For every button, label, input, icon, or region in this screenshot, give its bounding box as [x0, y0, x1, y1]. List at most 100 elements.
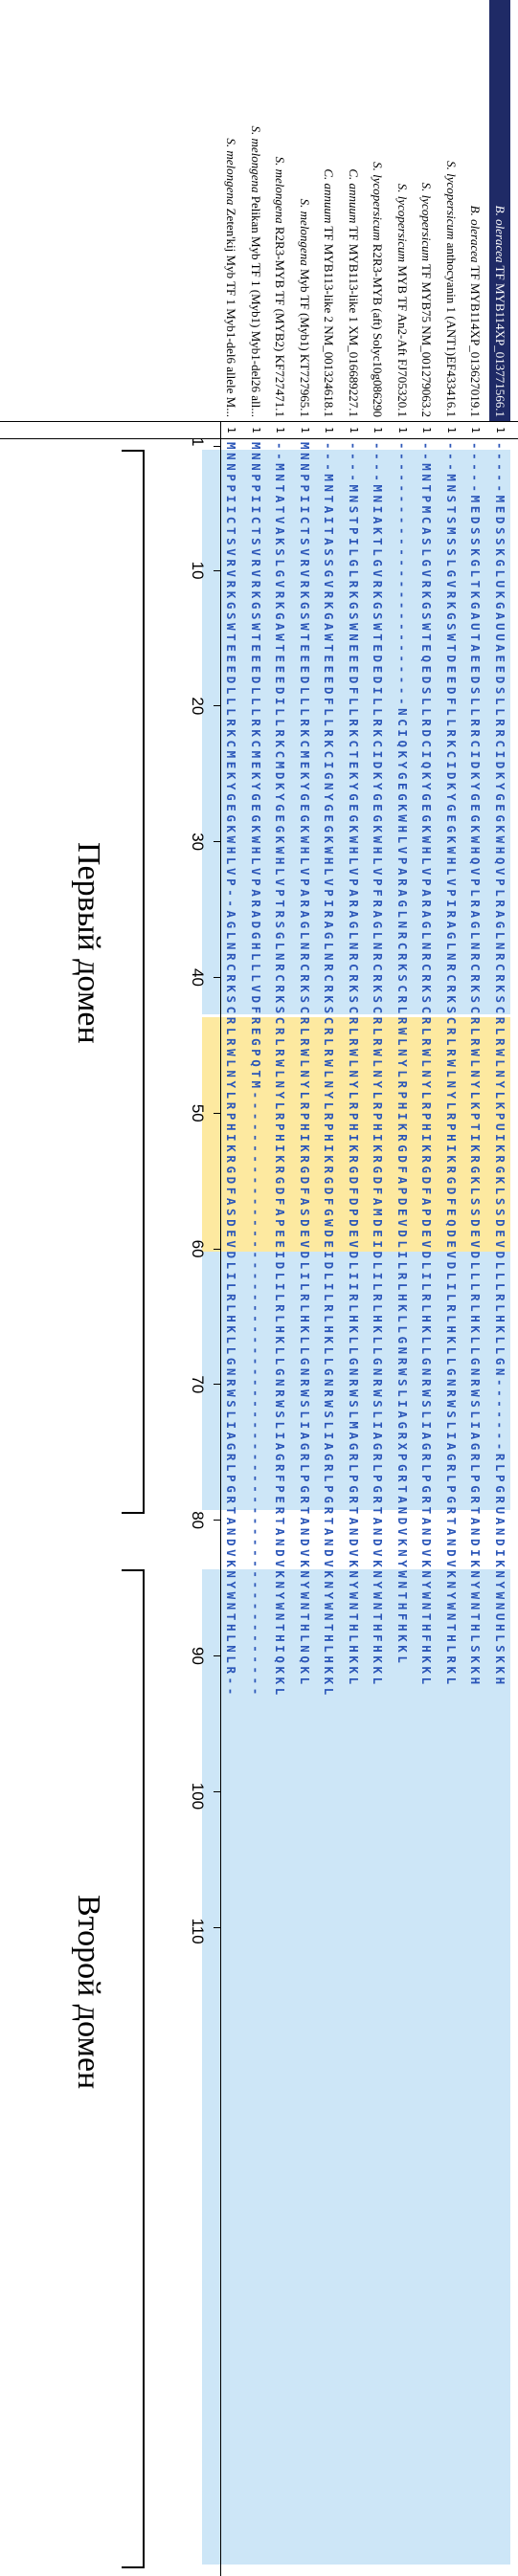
- first-domain-bracket: [122, 450, 145, 1514]
- sequence-row: S. melongena Myb TF (Myb1) KT727965.1 1 MN…: [294, 0, 315, 2576]
- ruler-tick: [214, 1520, 221, 1521]
- ruler-tick-label: 50: [189, 1103, 207, 1122]
- second-domain-label: Второй домен: [71, 1895, 106, 2090]
- sequence-name: S. lycopersicum MYB TF An2-Aft FJ705320.…: [392, 0, 413, 421]
- sequence-description: TF MYB113-like 2 NM_001324618.1: [322, 223, 337, 417]
- species-genus: B. oleracea: [493, 205, 507, 263]
- sequence-description: Pelikan Myb TF 1 (Myb1) Myb1-del26 all..…: [249, 192, 263, 417]
- sequence-row: S. lycopersicum MYB TF An2-Aft FJ705320.…: [392, 0, 413, 2576]
- ruler-tick: [214, 1112, 221, 1114]
- ruler-tick: [214, 841, 221, 843]
- sequence-description: R2R3-MYB TF (MYB2) KF727471.1: [273, 223, 288, 417]
- sequence-description: Zeten'kij Myb TF 1 Myb1-del6 allele M...: [224, 205, 239, 417]
- sequence-name: C. annuum TF MYB113-like 1 XM_016689227.…: [343, 0, 364, 421]
- species-genus: S. melongena: [298, 198, 312, 266]
- sequence-row: B. oleracea TF MYB114XP_013627019.1 1 ----…: [465, 0, 486, 2576]
- sequence-description: R2R3-MYB (aft) Solyc10g086290: [371, 240, 386, 417]
- sequence-name: S. lycopersicum anthocyanin 1 (ANT1)EF43…: [440, 0, 462, 421]
- sequence-name: C. annuum TF MYB113-like 2 NM_001324618.…: [319, 0, 340, 421]
- start-position: 1: [372, 427, 385, 433]
- species-genus: C. annuum: [347, 168, 361, 224]
- sequence-description: TF MYB114XP_013627019.1: [468, 262, 484, 417]
- ruler-tick-label: 70: [189, 1375, 207, 1394]
- sequence-description: MYB TF An2-Aft FJ705320.1: [395, 262, 410, 417]
- sequence-residues: -------------------------NCIQKYGEGKWHLVP…: [395, 442, 410, 1667]
- sequence-row: B. oleracea TF MYB114XP_013771566.1 1 ----…: [489, 0, 510, 2576]
- sequence-row: S. melongena Pelikan Myb TF 1 (Myb1) Myb…: [245, 0, 266, 2576]
- start-position: 1: [420, 427, 434, 433]
- sequence-row: S. lycopersicum R2R3-MYB (aft) Solyc10g0…: [368, 0, 389, 2576]
- ruler-tick-label: 10: [189, 561, 207, 580]
- start-position: 1: [225, 427, 238, 433]
- sequence-name: S. melongena Zeten'kij Myb TF 1 Myb1-del…: [221, 0, 242, 421]
- ruler-tick: [214, 1384, 221, 1386]
- sequence-name: S. lycopersicum TF MYB75 NM_001279063.2: [417, 0, 438, 421]
- sequence-row: C. annuum TF MYB113-like 1 XM_016689227.…: [343, 0, 364, 2576]
- sequence-row: C. annuum TF MYB113-like 2 NM_001324618.…: [319, 0, 340, 2576]
- ruler-tick-label: 110: [189, 1918, 207, 1944]
- sequence-name: B. oleracea TF MYB114XP_013627019.1: [465, 0, 486, 421]
- sequence-residues: MNNPPIICTSVRVRKGSWTEEEDLLLRKCMEKYGEGKWHL…: [298, 442, 312, 1688]
- sequence-residues: -----MEDSSKGLTKGAUTAEEDSLLRRCIDKYGEGKWHQ…: [468, 442, 484, 1688]
- sequence-residues: MNNPPIICTSVRVRKGSWTEEEDLLLRKCMEKYGEGKWHL…: [249, 442, 263, 1699]
- sequence-description: TF MYB75 NM_001279063.2: [419, 260, 435, 417]
- sequence-residues: ---MNSTSMSSLGVRKGSWTDEEDFLLRKCIDKYGEGKWH…: [444, 442, 459, 1688]
- sequence-name: S. melongena Myb TF (Myb1) KT727965.1: [294, 0, 315, 421]
- sequence-row: S. melongena R2R3-MYB TF (MYB2) KF727471…: [270, 0, 291, 2576]
- sequence-name: S. lycopersicum R2R3-MYB (aft) Solyc10g0…: [368, 0, 389, 421]
- species-genus: S. lycopersicum: [419, 182, 435, 261]
- ruler-tick-label: 100: [189, 1782, 207, 1810]
- species-genus: S. melongena: [249, 125, 263, 193]
- ruler-tick: [214, 1926, 221, 1928]
- ruler-tick: [214, 705, 221, 707]
- start-position: 1: [299, 427, 311, 433]
- sequence-residues: -----MEDSSKGLUKGAUUAEEDSLLRRCIDKYGEGKWHQ…: [493, 442, 507, 1688]
- ruler-tick: [214, 977, 221, 979]
- sequence-row: S. melongena Zeten'kij Myb TF 1 Myb1-del…: [221, 0, 242, 2576]
- species-genus: S. melongena: [273, 156, 288, 224]
- sequence-description: TF MYB113-like 1 XM_016689227.1: [347, 223, 361, 417]
- second-domain-bracket: [122, 1569, 145, 2568]
- species-genus: C. annuum: [322, 168, 337, 224]
- ruler-tick-label: 80: [189, 1511, 207, 1530]
- ruler-tick-label: 60: [189, 1239, 207, 1258]
- ruler-tick-label: 40: [189, 968, 207, 987]
- ruler-tick: [214, 1790, 221, 1792]
- start-position: 1: [348, 427, 360, 433]
- species-genus: B. oleracea: [468, 205, 484, 263]
- sequence-description: anthocyanin 1 (ANT1)EF433416.1: [444, 239, 459, 417]
- ruler-tick: [214, 1655, 221, 1657]
- sequence-description: TF MYB114XP_013771566.1: [493, 262, 507, 417]
- start-position: 1: [274, 427, 287, 433]
- start-position: 1: [469, 427, 483, 433]
- species-genus: S. lycopersicum: [371, 162, 386, 241]
- sequence-residues: --MNTPMCASLGVRKGSWTEQEDSLLRDCIQKYGEGKWHL…: [419, 442, 435, 1688]
- sequence-residues: ---MNTAITASSGVRKGAWTEEEDFLLRKCIGNYGEGKWH…: [322, 442, 337, 1699]
- start-position: 1: [396, 427, 409, 433]
- ruler-tick: [214, 446, 221, 447]
- sequence-name: S. melongena R2R3-MYB TF (MYB2) KF727471…: [270, 0, 291, 421]
- sequence-residues: MNNPPIICTSVRVRKGSWTEEEDLLLRKCMEKYGEGKWHL…: [224, 442, 239, 1699]
- species-genus: S. lycopersicum: [395, 183, 410, 263]
- ruler-tick: [214, 569, 221, 571]
- sequence-description: Myb TF (Myb1) KT727965.1: [298, 265, 312, 417]
- ruler-tick: [214, 1248, 221, 1250]
- ruler-tick-label: 90: [189, 1647, 207, 1665]
- start-position: 1: [250, 427, 262, 433]
- species-genus: S. lycopersicum: [444, 161, 459, 240]
- ruler-tick-label: 20: [189, 697, 207, 716]
- position-ruler-axis: [220, 421, 221, 2576]
- ruler-tick-label: 30: [189, 833, 207, 852]
- start-position: 1: [445, 427, 458, 433]
- start-position: 1: [323, 427, 336, 433]
- sequence-row: S. lycopersicum anthocyanin 1 (ANT1)EF43…: [440, 0, 462, 2576]
- sequence-row: S. lycopersicum TF MYB75 NM_001279063.2 1…: [417, 0, 438, 2576]
- sequence-residues: --MNTATVAKSLGVRKGAWTEEEDILLRKCMDKYGEGKWH…: [273, 442, 288, 1699]
- sequence-residues: ----MNIAKTLGVRKGSWTEDEDILLRKCIDKYGEGKWHL…: [371, 442, 386, 1688]
- first-domain-label: Первый домен: [71, 842, 106, 1044]
- species-genus: S. melongena: [224, 138, 239, 206]
- sequence-name: B. oleracea TF MYB114XP_013771566.1: [489, 0, 510, 421]
- sequence-residues: ----MNSTPILGLRKGSWNEEEDFLLRKCTEKYGEGKWHL…: [347, 442, 361, 1688]
- start-position: 1: [494, 427, 507, 433]
